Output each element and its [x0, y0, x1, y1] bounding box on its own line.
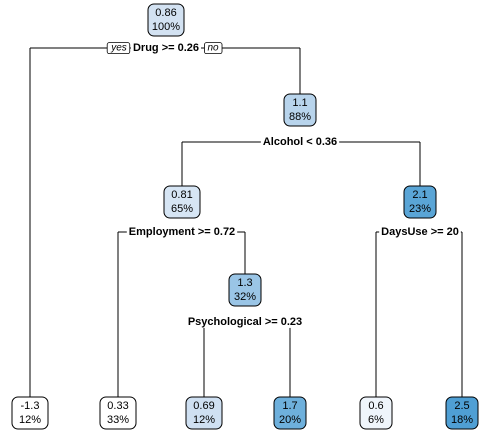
tree-node: 1.720%: [273, 396, 307, 430]
node-value: 0.86: [155, 7, 176, 19]
tree-node: 0.66%: [359, 396, 393, 430]
branch-label: no: [207, 43, 219, 54]
node-value: 0.6: [368, 400, 383, 412]
node-percent: 88%: [289, 111, 311, 123]
node-box: [147, 3, 185, 37]
split-label: Psychological >= 0.23: [188, 316, 302, 328]
split-label-bg: [379, 225, 461, 238]
node-box: [283, 93, 317, 127]
node-value: 2.5: [454, 400, 469, 412]
split-label-bg: [126, 225, 238, 238]
tree-node: 0.69 12%: [185, 396, 223, 430]
node-percent: 6%: [368, 414, 384, 426]
split-label-bg: [185, 315, 305, 328]
node-box: [185, 396, 223, 430]
node-value: -1.3: [21, 400, 40, 412]
node-value: 0.81: [171, 189, 192, 201]
node-percent: 12%: [19, 414, 41, 426]
node-value: 0.69: [193, 400, 214, 412]
node-percent: 65%: [171, 203, 193, 215]
node-box: [445, 396, 479, 430]
split-label: DaysUse >= 20: [381, 226, 459, 238]
node-box: [228, 273, 262, 307]
tree-node: 1.188%: [283, 93, 317, 127]
node-percent: 23%: [409, 203, 431, 215]
tree-node: 1.332%: [228, 273, 262, 307]
node-box: [163, 185, 201, 219]
node-value: 1.1: [292, 97, 307, 109]
node-value: 1.7: [282, 400, 297, 412]
node-value: 2.1: [412, 189, 427, 201]
split-label-bg: [130, 41, 202, 54]
tree-node: 0.81 65%: [163, 185, 201, 219]
node-box: [11, 396, 49, 430]
tree-node: 0.33 33%: [99, 396, 137, 430]
tree-node: 2.123%: [403, 185, 437, 219]
node-percent: 12%: [193, 414, 215, 426]
node-box: [403, 185, 437, 219]
split-label-bg: [260, 135, 340, 148]
node-box: [99, 396, 137, 430]
node-box: [359, 396, 393, 430]
split-label: Employment >= 0.72: [129, 226, 235, 238]
node-percent: 18%: [451, 414, 473, 426]
node-box: [273, 396, 307, 430]
branch-label-box: [106, 42, 131, 55]
node-percent: 33%: [107, 414, 129, 426]
tree-node: 2.518%: [445, 396, 479, 430]
node-percent: 20%: [279, 414, 301, 426]
node-percent: 32%: [234, 291, 256, 303]
tree-node: -1.3 12%: [11, 396, 49, 430]
split-label: Drug >= 0.26: [133, 42, 199, 54]
split-label: Alcohol < 0.36: [263, 136, 337, 148]
node-percent: 100%: [152, 21, 180, 33]
tree-node: 0.86 100%: [147, 3, 185, 37]
branch-label: yes: [110, 43, 127, 54]
branch-label-box: [204, 42, 223, 55]
node-value: 1.3: [237, 277, 252, 289]
node-value: 0.33: [107, 400, 128, 412]
